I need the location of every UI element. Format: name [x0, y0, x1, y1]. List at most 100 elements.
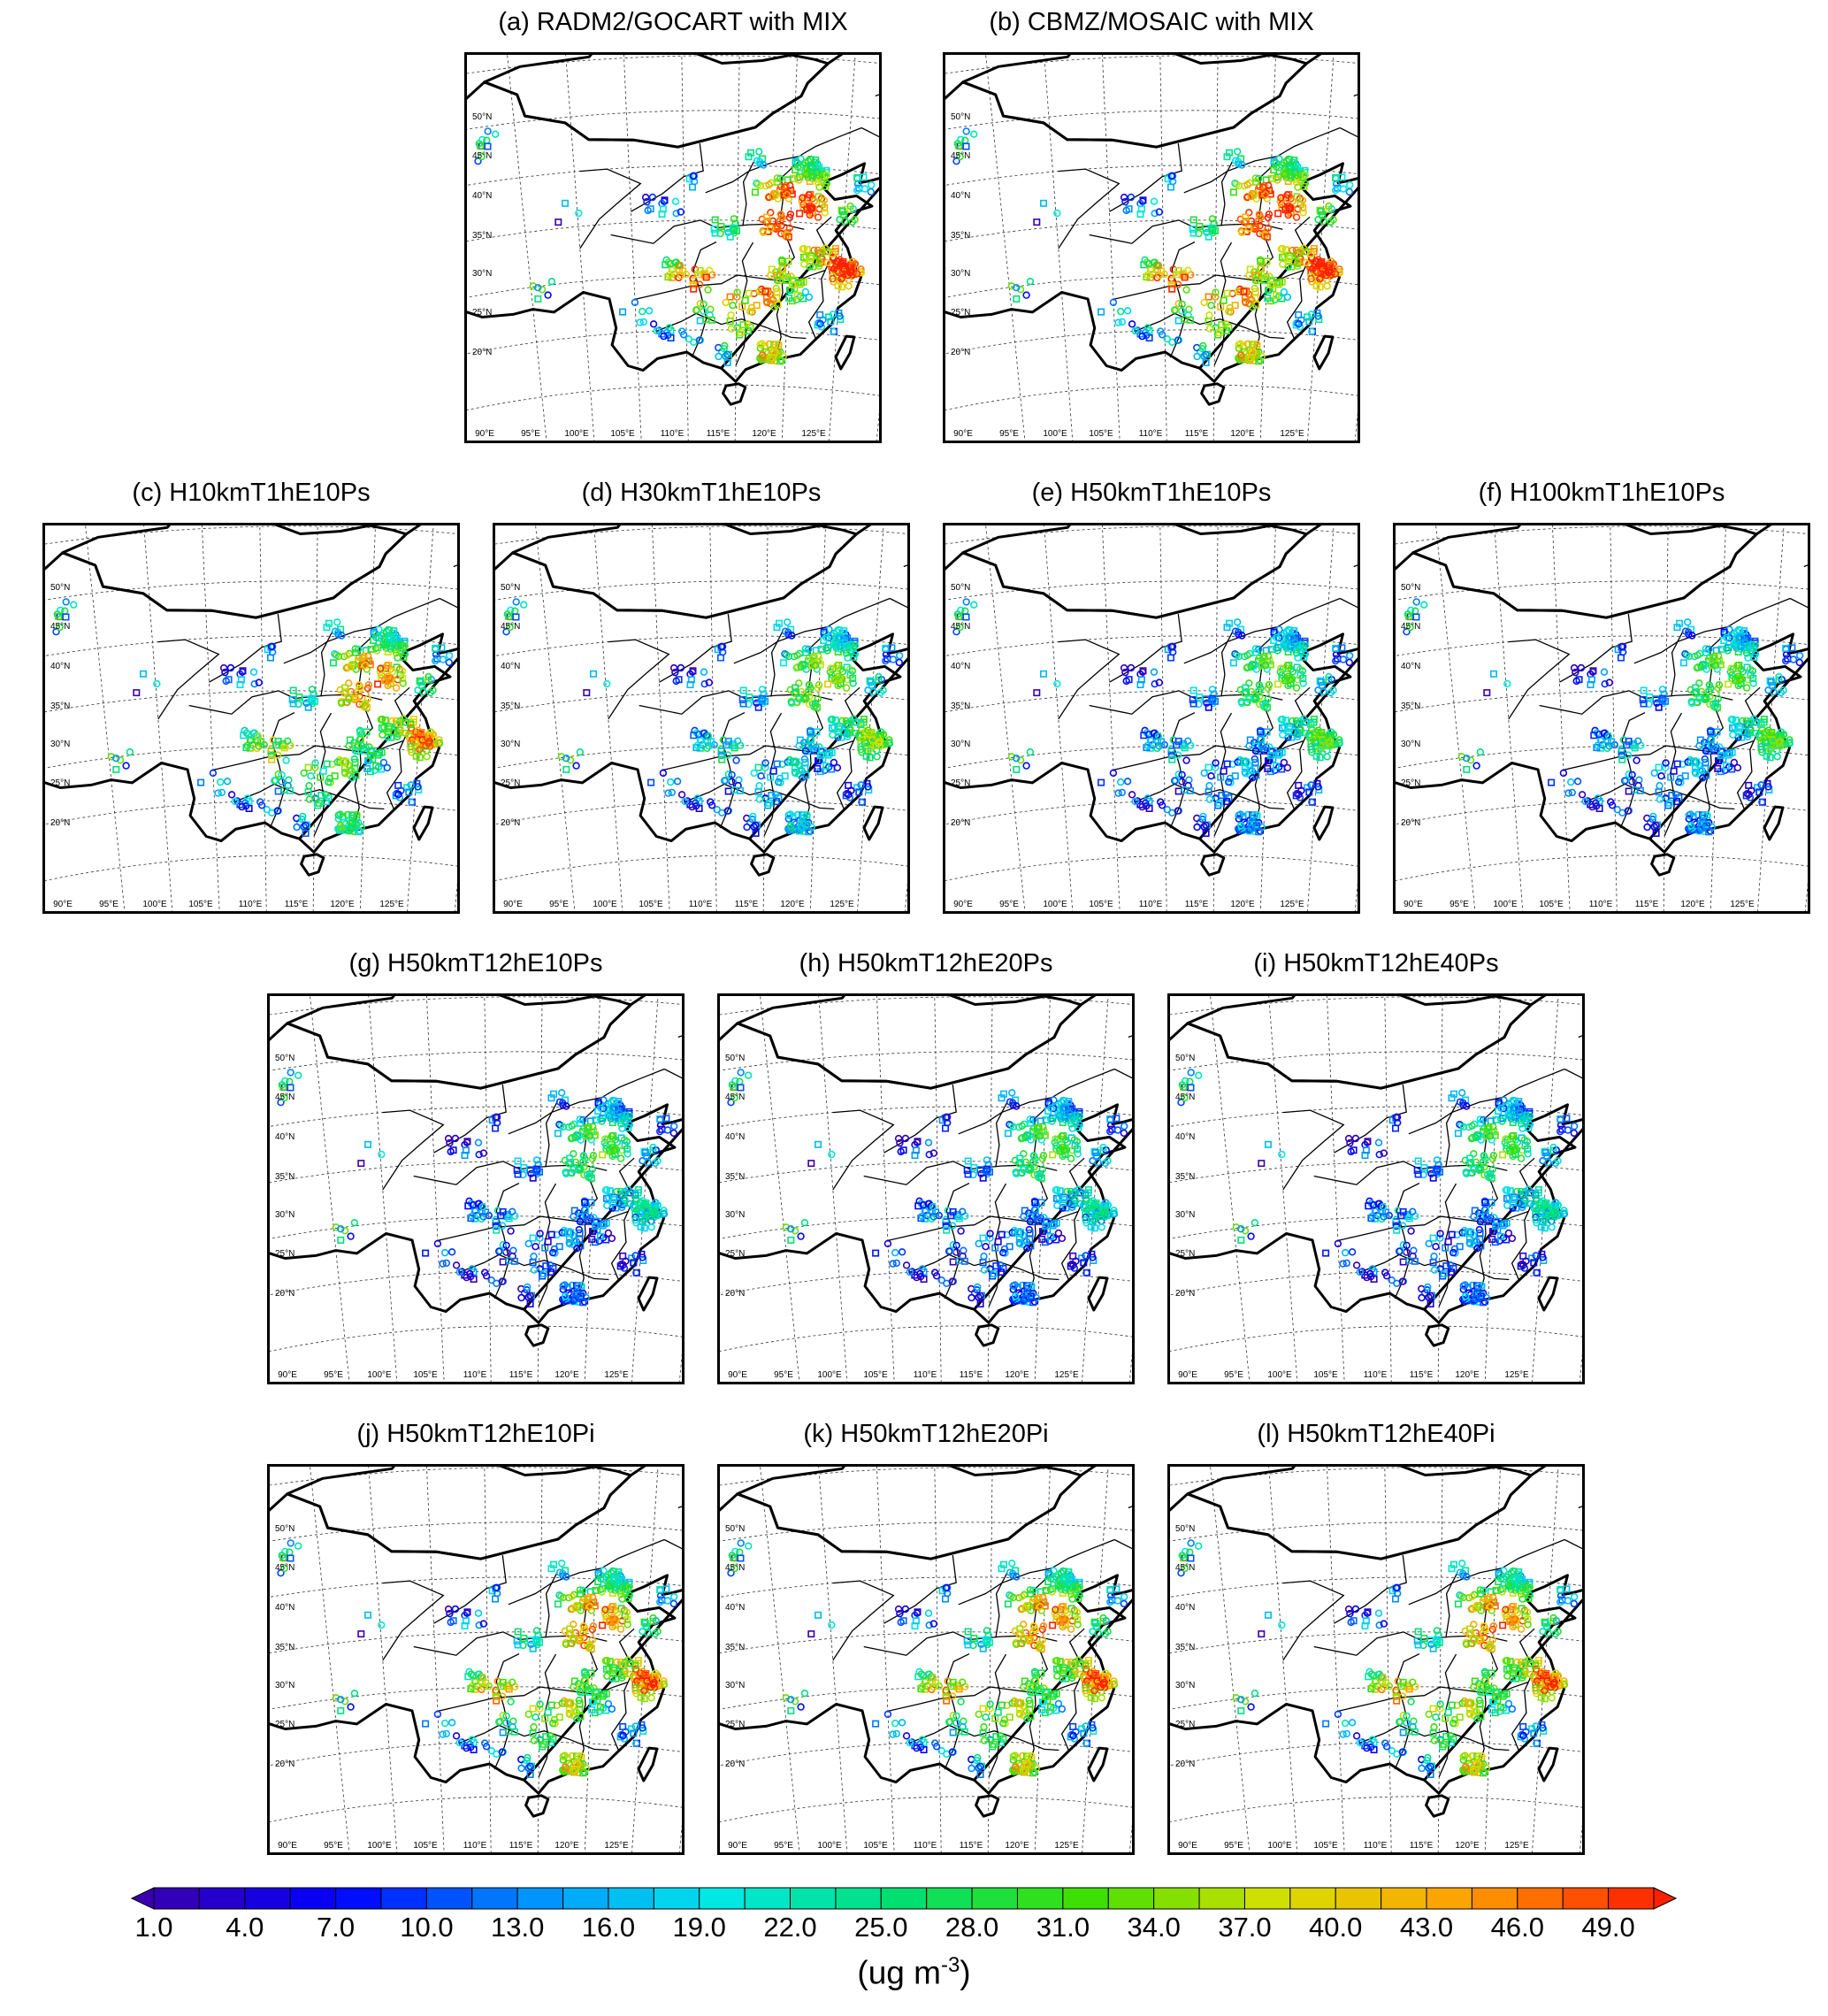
station-marker-square: [1033, 689, 1041, 697]
station-marker-circle: [811, 701, 820, 710]
station-marker-square: [1037, 1199, 1045, 1207]
station-marker-circle: [570, 1150, 577, 1158]
station-marker-circle: [1012, 755, 1021, 763]
station-marker-square: [619, 308, 627, 316]
station-marker-circle: [1752, 729, 1760, 738]
station-marker-square: [1745, 719, 1753, 727]
station-marker-circle: [913, 1273, 921, 1282]
station-marker-circle: [347, 663, 355, 671]
station-marker-circle: [1687, 822, 1695, 830]
longitude-line: [1354, 882, 1358, 911]
station-marker-circle: [814, 179, 822, 187]
station-marker-circle: [765, 180, 773, 189]
station-marker-square: [1258, 662, 1266, 670]
station-marker-square: [1463, 765, 1471, 773]
station-marker-circle: [732, 756, 740, 764]
station-marker-circle: [771, 341, 779, 349]
lon-tick-label: 120°E: [555, 1370, 579, 1380]
station-marker-circle: [1298, 196, 1307, 204]
longitude-line: [1435, 525, 1476, 911]
station-marker-circle: [1208, 686, 1217, 694]
station-marker-square: [1181, 273, 1189, 281]
station-marker-circle: [383, 763, 392, 772]
station-marker-circle: [1127, 663, 1136, 672]
station-marker-circle: [986, 1230, 994, 1238]
station-marker-circle: [800, 1219, 809, 1227]
station-marker-circle: [1744, 654, 1752, 662]
lat-tick-label: 35°N: [501, 701, 521, 711]
lat-tick-label: 25°N: [725, 1249, 746, 1259]
station-marker-circle: [1047, 1104, 1055, 1112]
station-marker-circle: [942, 1222, 951, 1230]
station-marker-circle: [1238, 228, 1246, 237]
station-marker-square: [649, 1146, 657, 1154]
station-marker-circle: [577, 1165, 585, 1173]
station-marker-circle: [1681, 627, 1690, 635]
station-marker-square: [547, 1230, 555, 1238]
station-marker-square: [659, 205, 667, 213]
panel-title: (d) H30kmT1hE10Ps: [581, 479, 822, 507]
station-marker-circle: [1633, 756, 1641, 764]
station-marker-circle: [378, 674, 386, 683]
station-marker-circle: [896, 1138, 904, 1147]
lon-tick-label: 120°E: [752, 429, 776, 439]
latitude-line: [270, 1051, 682, 1071]
province-border: [608, 639, 670, 720]
station-marker-circle: [1314, 312, 1322, 320]
station-marker-square: [1021, 1207, 1029, 1215]
map-frame: 50°N 45°N 40°N 35°N 30°N 25°N 20°N 90°E 95°E 100°…: [464, 52, 882, 443]
station-marker-circle: [1052, 1145, 1060, 1154]
province-border: [1671, 630, 1684, 697]
station-marker-square: [1665, 799, 1673, 807]
station-marker-square: [374, 680, 382, 688]
station-marker-square: [1705, 828, 1713, 836]
station-marker-square: [1246, 736, 1254, 744]
station-marker-circle: [1055, 1193, 1063, 1202]
station-marker-circle: [597, 1104, 605, 1112]
station-marker-circle: [452, 1261, 461, 1269]
station-marker-circle: [444, 1134, 453, 1143]
station-marker-circle: [924, 1138, 933, 1146]
station-marker-circle: [604, 1229, 613, 1238]
station-marker-square: [631, 1191, 639, 1199]
station-marker-circle: [585, 1123, 593, 1131]
station-marker-circle: [730, 1093, 738, 1102]
station-marker-square: [611, 1114, 619, 1122]
station-marker-circle: [1099, 1143, 1107, 1152]
station-marker-circle: [1144, 259, 1153, 268]
station-marker-circle: [376, 668, 384, 676]
station-marker-square: [1222, 327, 1230, 335]
station-marker-square: [815, 193, 822, 201]
station-marker-square: [979, 1234, 987, 1242]
station-marker-circle: [830, 758, 838, 767]
station-marker-circle: [1650, 769, 1658, 778]
station-marker-square: [366, 751, 374, 759]
station-marker-square: [943, 1226, 951, 1234]
lon-tick-label: 105°E: [610, 429, 635, 439]
station-marker-circle: [802, 252, 810, 261]
station-marker-circle: [1154, 732, 1163, 740]
lat-tick-label: 20°N: [501, 818, 521, 828]
station-marker-circle: [788, 699, 796, 708]
station-marker-circle: [695, 336, 704, 344]
station-marker-circle: [1252, 694, 1260, 702]
station-marker-circle: [1601, 680, 1609, 688]
station-marker-circle: [1016, 756, 1025, 764]
latitude-line: [945, 580, 1358, 601]
station-marker-circle: [484, 127, 492, 135]
hainan-outline: [1200, 382, 1226, 406]
lat-tick-label: 35°N: [1401, 701, 1421, 711]
lon-tick-label: 90°E: [53, 900, 73, 909]
station-marker-circle: [1335, 269, 1344, 277]
station-marker-square: [914, 1202, 922, 1210]
station-marker-circle: [126, 748, 134, 756]
station-marker-square: [1672, 798, 1680, 806]
station-marker-square: [630, 1259, 638, 1267]
station-marker-circle: [1314, 783, 1322, 791]
station-marker-circle: [255, 678, 264, 686]
station-marker-circle: [1739, 668, 1748, 676]
station-marker-circle: [733, 288, 741, 296]
station-marker-square: [862, 752, 870, 760]
station-marker-square: [1618, 755, 1626, 763]
station-marker-square: [1069, 1190, 1077, 1198]
